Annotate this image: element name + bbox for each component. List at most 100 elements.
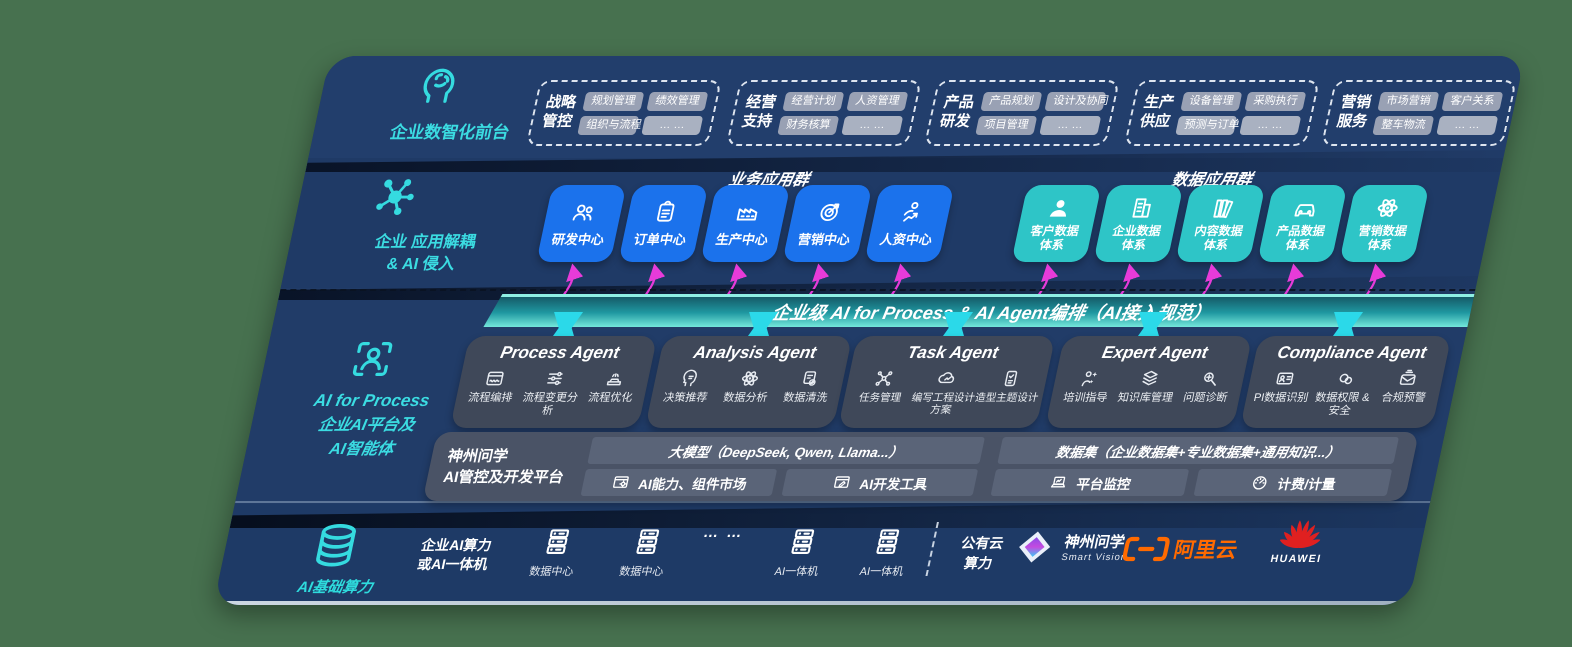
- business-box-marketing-center: 营销中心: [782, 185, 873, 262]
- module-chip-more: … …: [1039, 115, 1102, 135]
- people-icon: [568, 199, 600, 225]
- link-rings-icon: [1334, 368, 1359, 389]
- agent-item: 合规预警: [1372, 368, 1441, 405]
- module-chip: 经营计划: [782, 91, 845, 111]
- connector-arrows-cyan: [546, 312, 1364, 344]
- module-chip-more: … …: [1239, 115, 1302, 135]
- chip-list: 产品规划 设计及协同 项目管理 … …: [975, 91, 1110, 135]
- chip-list: 设备管理 采购执行 预测与订单 … …: [1175, 91, 1307, 135]
- doc-check-icon: [998, 368, 1023, 389]
- agent-item: PI数据识别: [1249, 368, 1318, 405]
- factory-icon: [732, 199, 764, 225]
- panel-wave-icon: [482, 368, 507, 389]
- sliders-icon: [542, 368, 567, 389]
- server-icon: [540, 526, 576, 556]
- dataset-group: 数据集（企业数据集+专业数据集+通用知识...） 平台监控 计费/计量: [990, 437, 1400, 496]
- task-agent-box: Task Agent 任务管理 编写工程设计方案 造型主题设计: [837, 336, 1056, 428]
- node-data-center: 数据中心: [600, 526, 691, 579]
- server-icon: [785, 526, 821, 556]
- front-office-label: 企业数智化前台: [388, 123, 512, 142]
- business-box-rd-center: 研发中心: [536, 185, 627, 262]
- group-operations-support: 经营 支持 经营计划 人资管理 财务核算 … …: [725, 80, 922, 146]
- head-idea-icon: [677, 368, 702, 389]
- business-box-hr-center: 人资中心: [864, 185, 955, 262]
- module-chip: 产品规划: [980, 91, 1043, 111]
- chip-list: 经营计划 人资管理 财务核算 … …: [777, 91, 909, 135]
- data-clean-icon: [797, 368, 822, 389]
- laptop-chart-icon: [1047, 473, 1070, 492]
- server-icon: [630, 526, 666, 556]
- dashed-divider: [280, 289, 1476, 291]
- atom-icon: [737, 368, 762, 389]
- car-icon: [1290, 195, 1322, 221]
- diagnose-icon: [1197, 368, 1222, 389]
- group-name: 生产 供应: [1138, 94, 1176, 130]
- building-icon: [1126, 195, 1158, 221]
- agent-item: 问题诊断: [1174, 368, 1242, 405]
- agent-item: 数据分析: [714, 368, 782, 405]
- module-chip: 市场营销: [1377, 91, 1440, 111]
- target-icon: [814, 199, 846, 225]
- agent-item: 培训指导: [1054, 368, 1122, 405]
- band-seam: [234, 501, 1431, 503]
- infra-label: AI基础算力: [295, 579, 375, 596]
- slab-bottom-edge: [213, 601, 1410, 605]
- cloud-edit-icon: [935, 368, 960, 389]
- node-ai-appliance: AI一体机: [755, 526, 846, 579]
- node-data-center: 数据中心: [510, 526, 601, 579]
- compliance-agent-box: Compliance Agent PI数据识别 数据权限 & 安全 合规预警: [1239, 336, 1452, 428]
- huawei-flower-icon: [1279, 520, 1321, 549]
- module-chip: 采购执行: [1244, 91, 1307, 111]
- layers-icon: [1137, 368, 1162, 389]
- spark-machine-icon: [602, 368, 627, 389]
- business-box-order-center: 订单中心: [618, 185, 709, 262]
- module-chip: 客户关系: [1441, 91, 1504, 111]
- clipboard-icon: [650, 199, 682, 225]
- model-group: 大模型（DeepSeek, Qwen, Llama...） AI能力、组件市场 …: [580, 437, 986, 496]
- teach-icon: [1077, 368, 1102, 389]
- group-name: 产品 研发: [938, 94, 976, 130]
- gauge-icon: [1248, 473, 1271, 492]
- module-chip: 人资管理: [846, 91, 909, 111]
- module-chip: 组织与流程: [577, 115, 643, 135]
- ellipsis: … …: [701, 524, 746, 541]
- dataset-bar: 数据集（企业数据集+专业数据集+通用知识...）: [997, 437, 1400, 464]
- group-product-rd: 产品 研发 产品规划 设计及协同 项目管理 … …: [923, 80, 1120, 146]
- module-chip-more: … …: [641, 115, 704, 135]
- data-box-product: 产品数据 体系: [1257, 185, 1348, 262]
- module-chip: 整车物流: [1372, 115, 1435, 135]
- module-chip: 绩效管理: [646, 91, 709, 111]
- window-gear-icon: [609, 473, 632, 492]
- data-box-content: 内容数据 体系: [1175, 185, 1266, 262]
- agent-item: 流程变更分析: [516, 368, 586, 417]
- group-name: 营销 服务: [1335, 94, 1373, 130]
- agent-item: 造型主题设计: [974, 368, 1045, 404]
- agent-item: 决策推荐: [654, 368, 722, 405]
- module-chip-more: … …: [841, 115, 904, 135]
- aliyun-bracket-icon: [1122, 536, 1170, 562]
- module-chip: 项目管理: [975, 115, 1038, 135]
- module-chip: 财务核算: [777, 115, 840, 135]
- agent-item: 知识库管理: [1114, 368, 1182, 405]
- node-ai-appliance: AI一体机: [840, 526, 931, 579]
- model-bar: 大模型（DeepSeek, Qwen, Llama...）: [587, 437, 986, 464]
- business-box-production-center: 生产中心: [700, 185, 791, 262]
- module-chip: 预测与订单: [1175, 115, 1241, 135]
- id-card-icon: [1272, 368, 1297, 389]
- chip-list: 规划管理 绩效管理 组织与流程 … …: [577, 91, 709, 135]
- agent-item: 编写工程设计方案: [908, 368, 982, 416]
- smart-vision-diamond-icon: [1019, 531, 1051, 563]
- node-grid-icon: [871, 368, 896, 389]
- diagram-slab: 企业数智化前台 战略 管控 规划管理 绩效管理 组织与流程 … … 经营 支持 …: [213, 56, 1526, 605]
- data-box-enterprise: 企业数据 体系: [1093, 185, 1184, 262]
- group-marketing-service: 营销 服务 市场营销 客户关系 整车物流 … …: [1320, 80, 1517, 146]
- person-scan-icon: [345, 336, 401, 382]
- agent-item: 流程编排: [459, 368, 527, 405]
- group-name: 经营 支持: [740, 94, 778, 130]
- group-strategy-control: 战略 管控 规划管理 绩效管理 组织与流程 … …: [525, 80, 722, 146]
- cell-platform-monitoring: 平台监控: [990, 469, 1190, 496]
- smart-vision-logo: 神州问学 Smart Vision: [1009, 526, 1134, 568]
- agent-item: 数据清洗: [774, 368, 842, 405]
- molecule-icon: [367, 174, 423, 220]
